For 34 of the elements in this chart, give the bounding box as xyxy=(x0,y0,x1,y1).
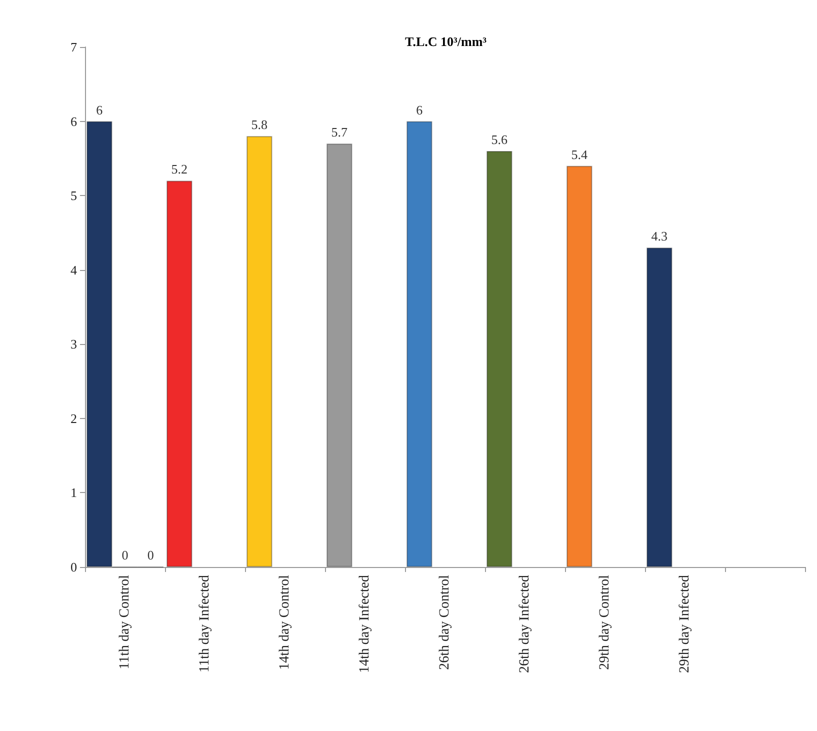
bar xyxy=(566,166,592,567)
bar xyxy=(166,180,192,567)
y-tick-label: 2 xyxy=(70,410,77,426)
y-tick-label: 4 xyxy=(70,262,78,278)
x-tick-label: 29th day Infected xyxy=(678,575,692,673)
data-label: 5.6 xyxy=(491,132,508,147)
bar xyxy=(86,121,112,567)
y-tick-label: 3 xyxy=(70,336,77,352)
x-tick-label: 11th day Infected xyxy=(198,575,212,672)
y-tick-label: 6 xyxy=(70,114,78,129)
bar xyxy=(486,151,512,567)
data-label: 4.3 xyxy=(651,228,668,244)
y-tick-label: 1 xyxy=(70,485,77,500)
chart-title: T.L.C 10³/mm³ xyxy=(405,34,487,49)
data-label: 6 xyxy=(416,102,424,118)
data-label: 0 xyxy=(122,548,128,562)
x-tick-label: 29th day Control xyxy=(598,574,612,670)
data-label: 5.8 xyxy=(251,117,268,132)
y-tick-label: 5 xyxy=(70,188,77,204)
data-label: 6 xyxy=(96,102,104,118)
data-label: 0 xyxy=(147,548,154,562)
data-label: 5.2 xyxy=(171,162,188,177)
x-tick-label: 14th day Control xyxy=(278,574,292,670)
x-tick-label: 11th day Control xyxy=(118,574,132,670)
bar xyxy=(246,136,272,567)
x-tick-label: 26th day Infected xyxy=(518,575,532,673)
bar xyxy=(646,248,672,567)
y-tick-label: 7 xyxy=(70,40,78,54)
data-label: 5.4 xyxy=(571,146,588,162)
y-tick-label: 0 xyxy=(70,560,77,574)
bar xyxy=(406,121,432,567)
x-tick-label: 14th day Infected xyxy=(358,575,372,673)
data-label: 5.7 xyxy=(331,124,348,140)
x-tick-label: 26th day Control xyxy=(438,574,452,670)
